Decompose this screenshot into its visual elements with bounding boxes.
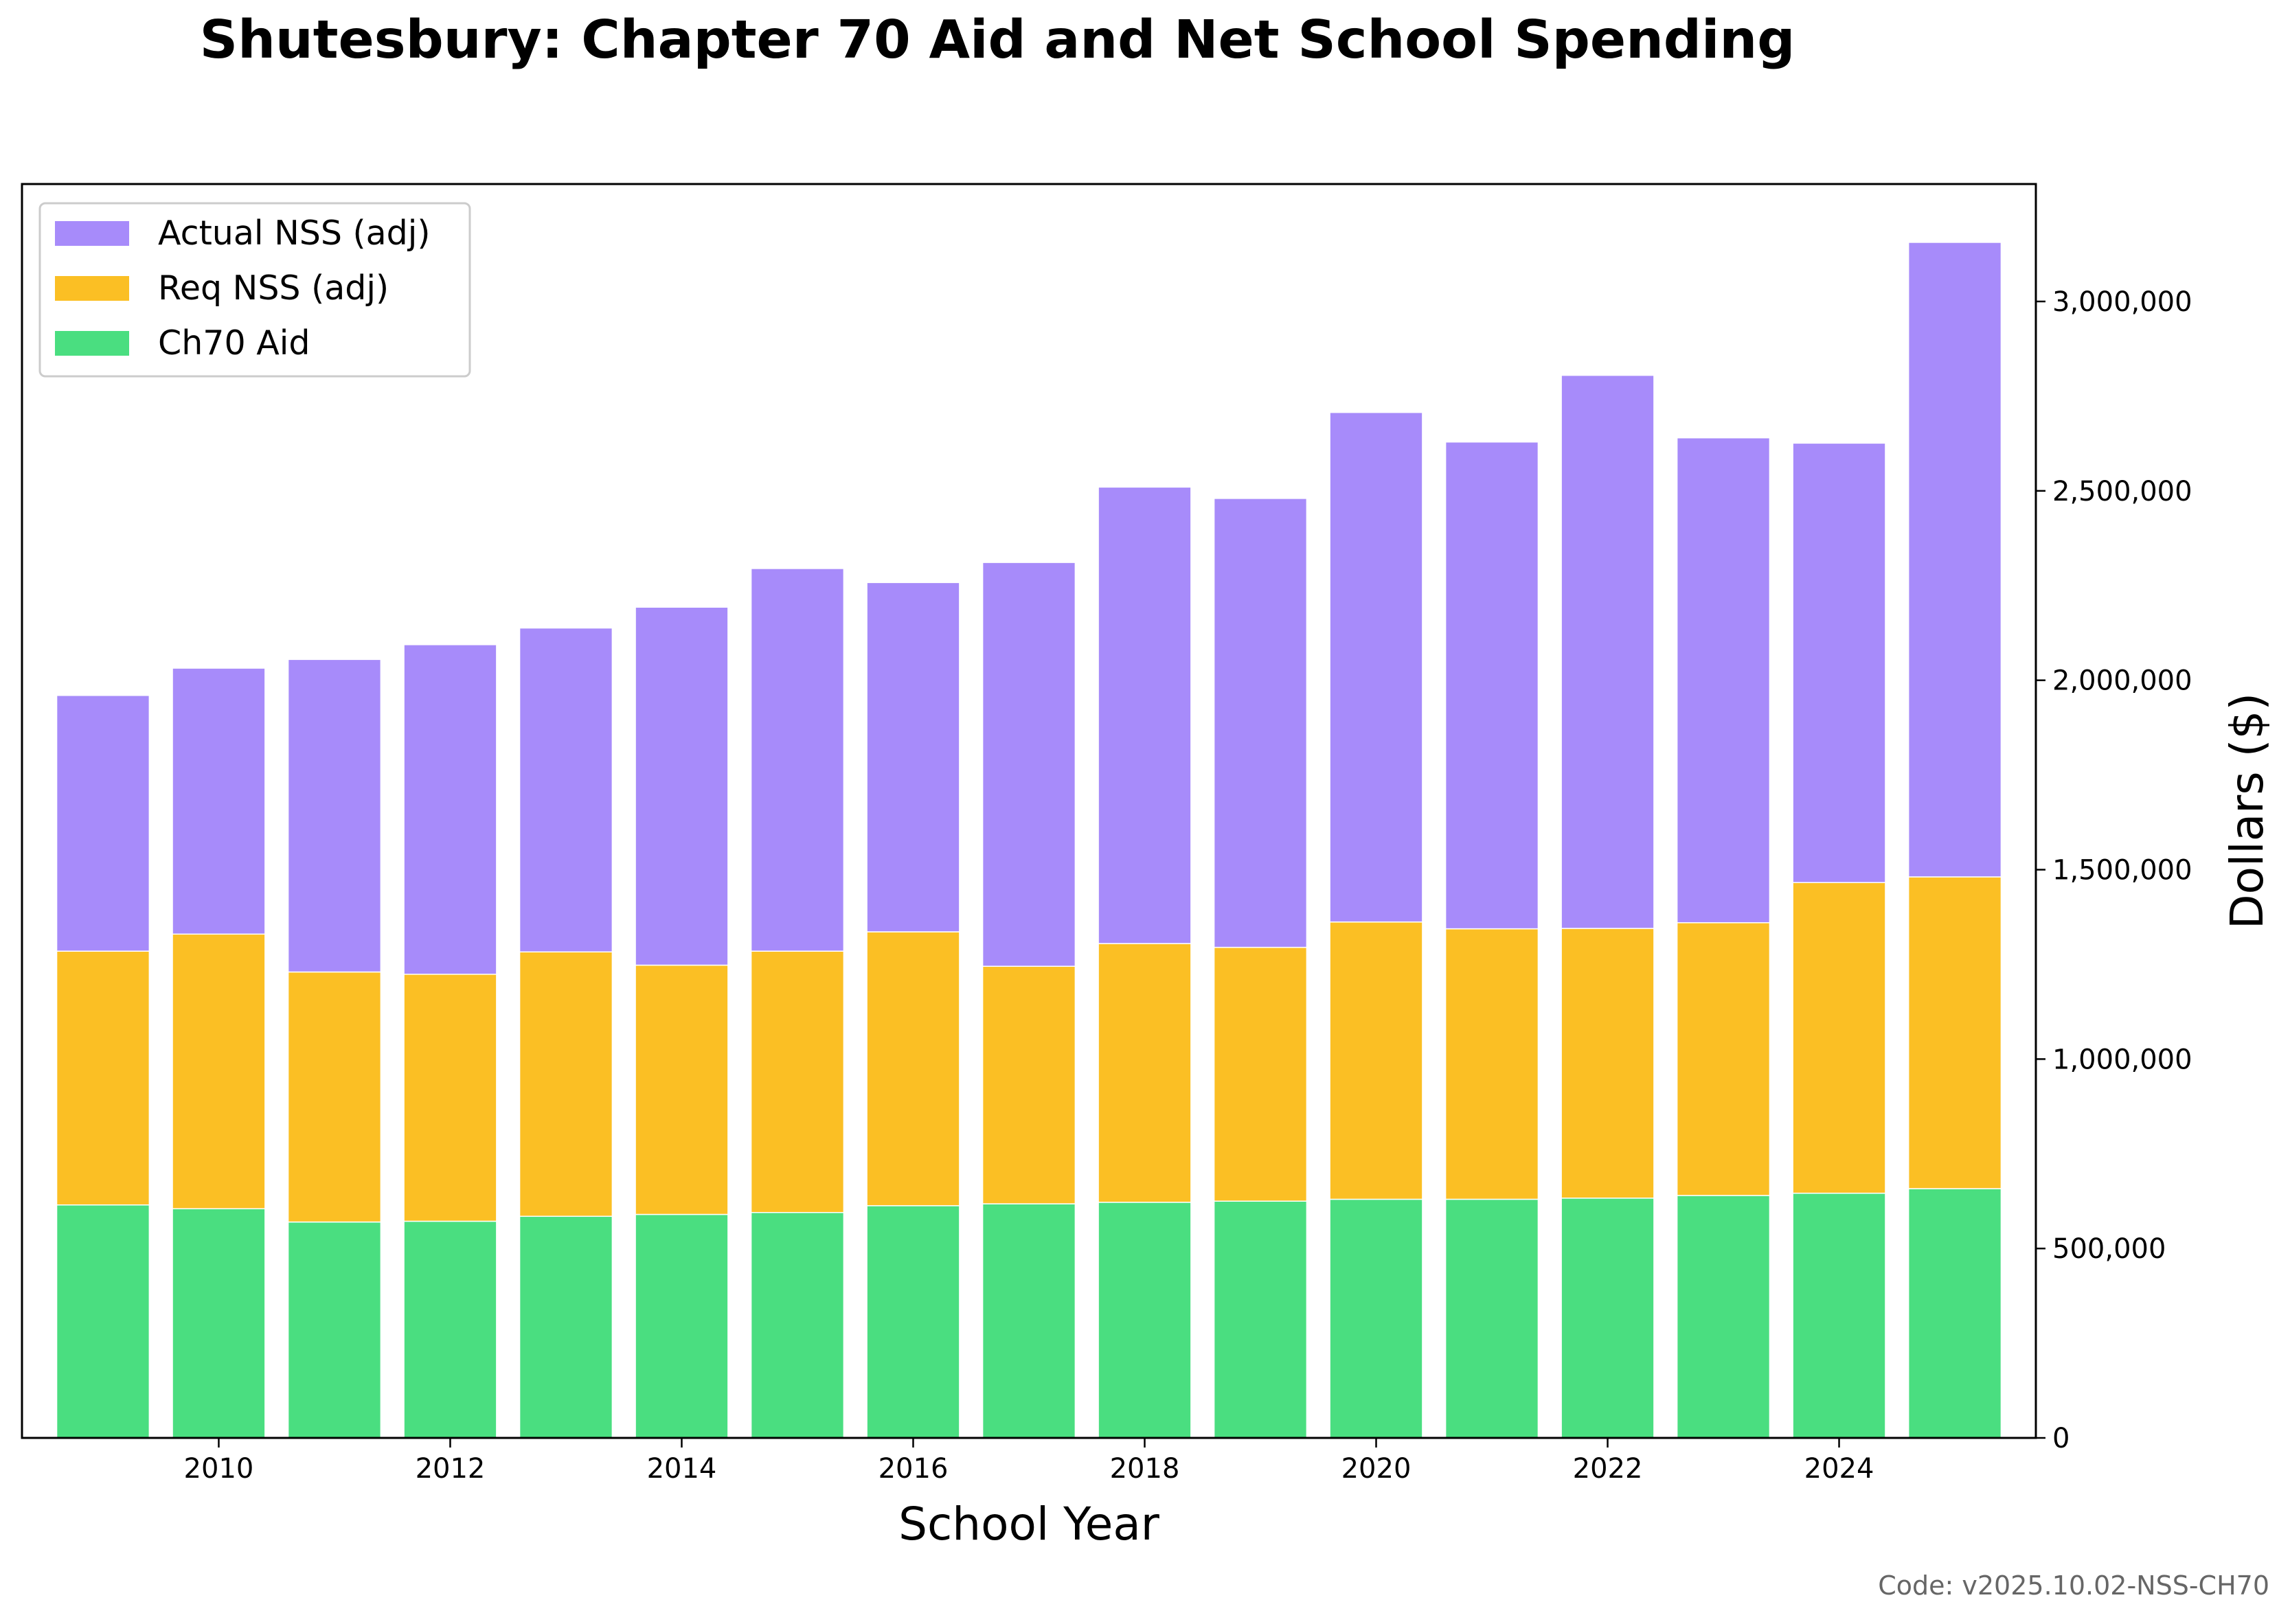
code-version-label: Code: v2025.10.02-NSS-CH70 [1878,1570,2269,1601]
y-axis-label: Dollars ($) [2221,693,2274,929]
bar-ch70-aid-2018 [1098,1202,1192,1439]
plot-frame [21,183,2037,1439]
bar-ch70-aid-2020 [1329,1198,1423,1439]
bar-ch70-aid-2013 [519,1215,613,1439]
bar-actual-nss-adj-2020 [1329,411,1423,923]
bar-ch70-aid-2017 [982,1203,1076,1439]
bar-ch70-aid-2016 [866,1205,960,1439]
bar-ch70-aid-2015 [750,1212,845,1439]
x-tick-label: 2010 [184,1453,254,1485]
bar-req-nss-adj-2013 [519,951,613,1217]
y-tick-label: 1,500,000 [2052,855,2192,887]
legend-swatch-ch70-aid [55,331,129,356]
y-tick-label: 2,500,000 [2052,476,2192,507]
x-tick-label: 2018 [1110,1453,1180,1485]
bar-actual-nss-adj-2022 [1561,374,1655,929]
bar-ch70-aid-2019 [1213,1200,1308,1439]
y-tick-label: 3,000,000 [2052,286,2192,318]
legend: Actual NSS (adj) Req NSS (adj) Ch70 Aid [38,202,471,378]
bars-layer [56,242,2002,1439]
bar-req-nss-adj-2019 [1213,946,1308,1202]
x-tick-label: 2022 [1573,1453,1643,1485]
bar-req-nss-adj-2016 [866,931,960,1206]
bar-req-nss-adj-2021 [1444,928,1539,1200]
x-tick-label: 2016 [878,1453,949,1485]
legend-swatch-req-nss-adj [55,276,129,301]
x-tick-label: 2020 [1341,1453,1412,1485]
bar-actual-nss-adj-2024 [1792,442,1886,884]
legend-swatch-actual-nss-adj [55,221,129,246]
y-tick-label: 500,000 [2052,1233,2166,1265]
bar-req-nss-adj-2009 [56,950,150,1206]
bar-actual-nss-adj-2021 [1444,441,1539,930]
bar-req-nss-adj-2025 [1907,876,2002,1189]
bar-actual-nss-adj-2016 [866,582,960,933]
bar-ch70-aid-2022 [1561,1198,1655,1439]
bar-req-nss-adj-2020 [1329,921,1423,1200]
bar-req-nss-adj-2015 [750,950,845,1213]
bar-ch70-aid-2012 [403,1220,497,1439]
bar-actual-nss-adj-2017 [982,562,1076,967]
bar-ch70-aid-2009 [56,1204,150,1439]
x-axis-label: School Year [898,1498,1160,1551]
x-tick-label: 2012 [416,1453,486,1485]
bar-req-nss-adj-2010 [172,933,266,1209]
bar-ch70-aid-2011 [287,1221,382,1439]
x-axis: 2010 2012 2014 2016 2018 2020 2022 2024 [184,1438,1874,1485]
legend-label-ch70-aid: Ch70 Aid [158,323,310,363]
legend-label-actual-nss-adj: Actual NSS (adj) [158,214,431,253]
bar-req-nss-adj-2011 [287,971,382,1223]
y-axis: 0 500,000 1,000,000 1,500,000 2,000,000 2,500… [2036,286,2192,1454]
bar-req-nss-adj-2014 [635,964,729,1215]
bar-ch70-aid-2010 [172,1208,266,1439]
y-tick-label: 2,000,000 [2052,665,2192,697]
bar-req-nss-adj-2018 [1098,943,1192,1203]
bar-actual-nss-adj-2013 [519,627,613,952]
bar-ch70-aid-2024 [1792,1192,1886,1439]
bar-ch70-aid-2023 [1676,1195,1771,1439]
y-tick-label: 1,000,000 [2052,1044,2192,1075]
bar-actual-nss-adj-2011 [287,659,382,973]
bar-actual-nss-adj-2023 [1676,437,1771,924]
chart-title: Shutesbury: Chapter 70 Aid and Net Schoo… [200,10,1795,71]
x-tick-label: 2014 [647,1453,717,1485]
bar-req-nss-adj-2022 [1561,928,1655,1199]
bar-ch70-aid-2025 [1907,1188,2002,1439]
bar-req-nss-adj-2023 [1676,922,1771,1196]
bar-req-nss-adj-2012 [403,974,497,1222]
legend-label-req-nss-adj: Req NSS (adj) [158,268,389,308]
bar-actual-nss-adj-2018 [1098,486,1192,944]
bar-ch70-aid-2021 [1444,1198,1539,1439]
bar-actual-nss-adj-2019 [1213,498,1308,948]
bar-actual-nss-adj-2012 [403,644,497,975]
bar-actual-nss-adj-2025 [1907,242,2002,878]
bar-actual-nss-adj-2015 [750,568,845,952]
legend-box [38,202,471,378]
bar-actual-nss-adj-2014 [635,606,729,966]
bar-actual-nss-adj-2009 [56,694,150,952]
x-tick-label: 2024 [1804,1453,1874,1485]
bar-actual-nss-adj-2010 [172,667,266,935]
bar-req-nss-adj-2017 [982,965,1076,1204]
y-tick-label: 0 [2052,1423,2070,1454]
bar-ch70-aid-2014 [635,1213,729,1439]
bar-req-nss-adj-2024 [1792,882,1886,1194]
